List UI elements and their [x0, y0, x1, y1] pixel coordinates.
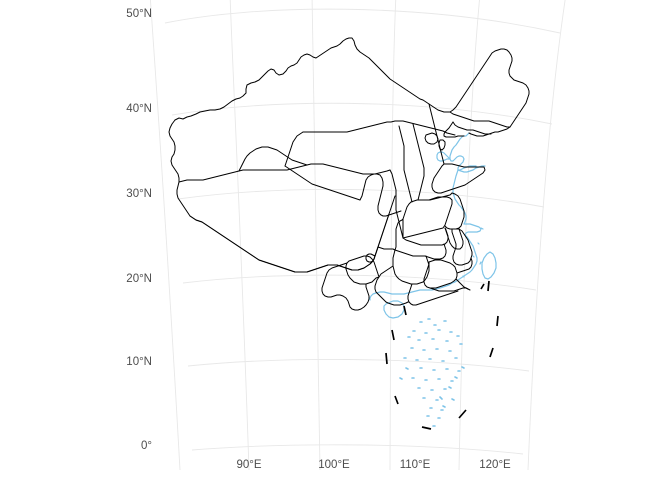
meridian-80E	[149, 0, 181, 471]
islet-group-c	[462, 275, 465, 278]
border-jilin-liaoning	[452, 121, 492, 135]
parallel-10N	[187, 358, 530, 372]
dash-4	[394, 395, 399, 405]
border-shanxi-west	[398, 125, 413, 203]
dash-6	[458, 409, 467, 419]
coast-yangtze-estuary	[463, 223, 482, 236]
island-hainan	[383, 300, 405, 319]
border-northeast	[449, 48, 530, 137]
border-shandong	[431, 163, 486, 194]
dash-8	[496, 315, 499, 327]
border-tianjin	[438, 139, 446, 151]
border-guangxi	[374, 265, 410, 306]
graticule-layer	[149, 0, 566, 471]
border-xinjiang-tibet	[178, 163, 391, 183]
reefs-south-china-sea	[399, 318, 465, 427]
dash-taiwan-east	[480, 283, 485, 290]
border-shaanxi	[389, 169, 404, 239]
border-guangdong-west	[407, 283, 459, 306]
islet-zhoushan	[480, 227, 484, 230]
y-tick-label-40N: 40°N	[126, 103, 152, 115]
coast-guangdong-guangxi	[369, 291, 405, 301]
y-tick-label-50N: 50°N	[126, 8, 152, 20]
border-xinjiang-west	[174, 37, 451, 121]
parallel-30N	[177, 188, 545, 208]
border-hubei-west	[377, 218, 404, 251]
dash-9	[487, 280, 490, 292]
meridian-130E	[527, 0, 566, 471]
border-inner-mongolia-west	[284, 131, 304, 167]
y-tick-label-20N: 20°N	[126, 273, 152, 285]
meridian-90E	[229, 0, 250, 471]
nine-dash-line-layer	[385, 280, 499, 430]
dash-2	[391, 329, 395, 341]
border-fujian	[456, 257, 473, 274]
y-tick-label-10N: 10°N	[126, 356, 152, 368]
parallel-0	[191, 444, 524, 455]
border-zhejiang	[451, 228, 473, 266]
border-jiangxi	[423, 259, 458, 289]
x-tick-label-120E: 120°E	[479, 459, 511, 471]
coast-bohai-bay	[436, 151, 451, 162]
x-tick-label-90E: 90°E	[236, 459, 262, 471]
dash-5	[421, 426, 432, 430]
coastline-layer	[369, 132, 497, 427]
y-tick-label-0: 0°	[141, 440, 152, 452]
y-tick-label-30N: 30°N	[126, 188, 152, 200]
border-inner-mongolia-south	[302, 120, 456, 136]
islet-group-a	[477, 242, 480, 245]
island-penghu	[479, 261, 482, 265]
border-sichuan	[324, 213, 390, 271]
dash-1	[403, 305, 407, 316]
border-ningxia	[359, 173, 402, 217]
border-tibet-south	[189, 215, 326, 273]
islet-group-b	[472, 255, 475, 258]
coast-jiangsu-yellowsea	[452, 169, 467, 225]
border-beijing	[424, 132, 439, 145]
border-guangdong	[429, 287, 469, 292]
border-chongqing	[365, 246, 379, 263]
coast-bohai-liaodong	[449, 132, 477, 171]
dash-3	[385, 352, 388, 365]
border-gansu-corridor	[284, 165, 361, 201]
china-boundaries-layer	[168, 37, 530, 311]
x-tick-label-100E: 100°E	[318, 459, 350, 471]
border-heilongjiang-jilin	[449, 111, 511, 128]
border-liaoning-west	[443, 121, 465, 138]
meridian-100E	[311, 0, 321, 471]
parallel-20N	[182, 274, 537, 291]
border-qinghai-gansu	[238, 146, 308, 172]
island-taiwan	[481, 251, 497, 280]
parallel-40N	[171, 102, 553, 125]
border-henan	[402, 196, 453, 239]
parallel-50N	[164, 8, 561, 34]
dash-7	[489, 347, 494, 358]
x-tick-label-110E: 110°E	[399, 459, 431, 471]
border-yunnan	[321, 262, 370, 311]
border-hubei-south	[394, 243, 447, 260]
border-shanxi	[412, 123, 425, 201]
meridian-120E	[458, 0, 480, 471]
border-hebei-north	[428, 103, 445, 165]
coast-zhejiang-fujian	[403, 234, 478, 295]
border-hubei-north	[402, 227, 449, 246]
meridian-110E	[389, 0, 397, 471]
